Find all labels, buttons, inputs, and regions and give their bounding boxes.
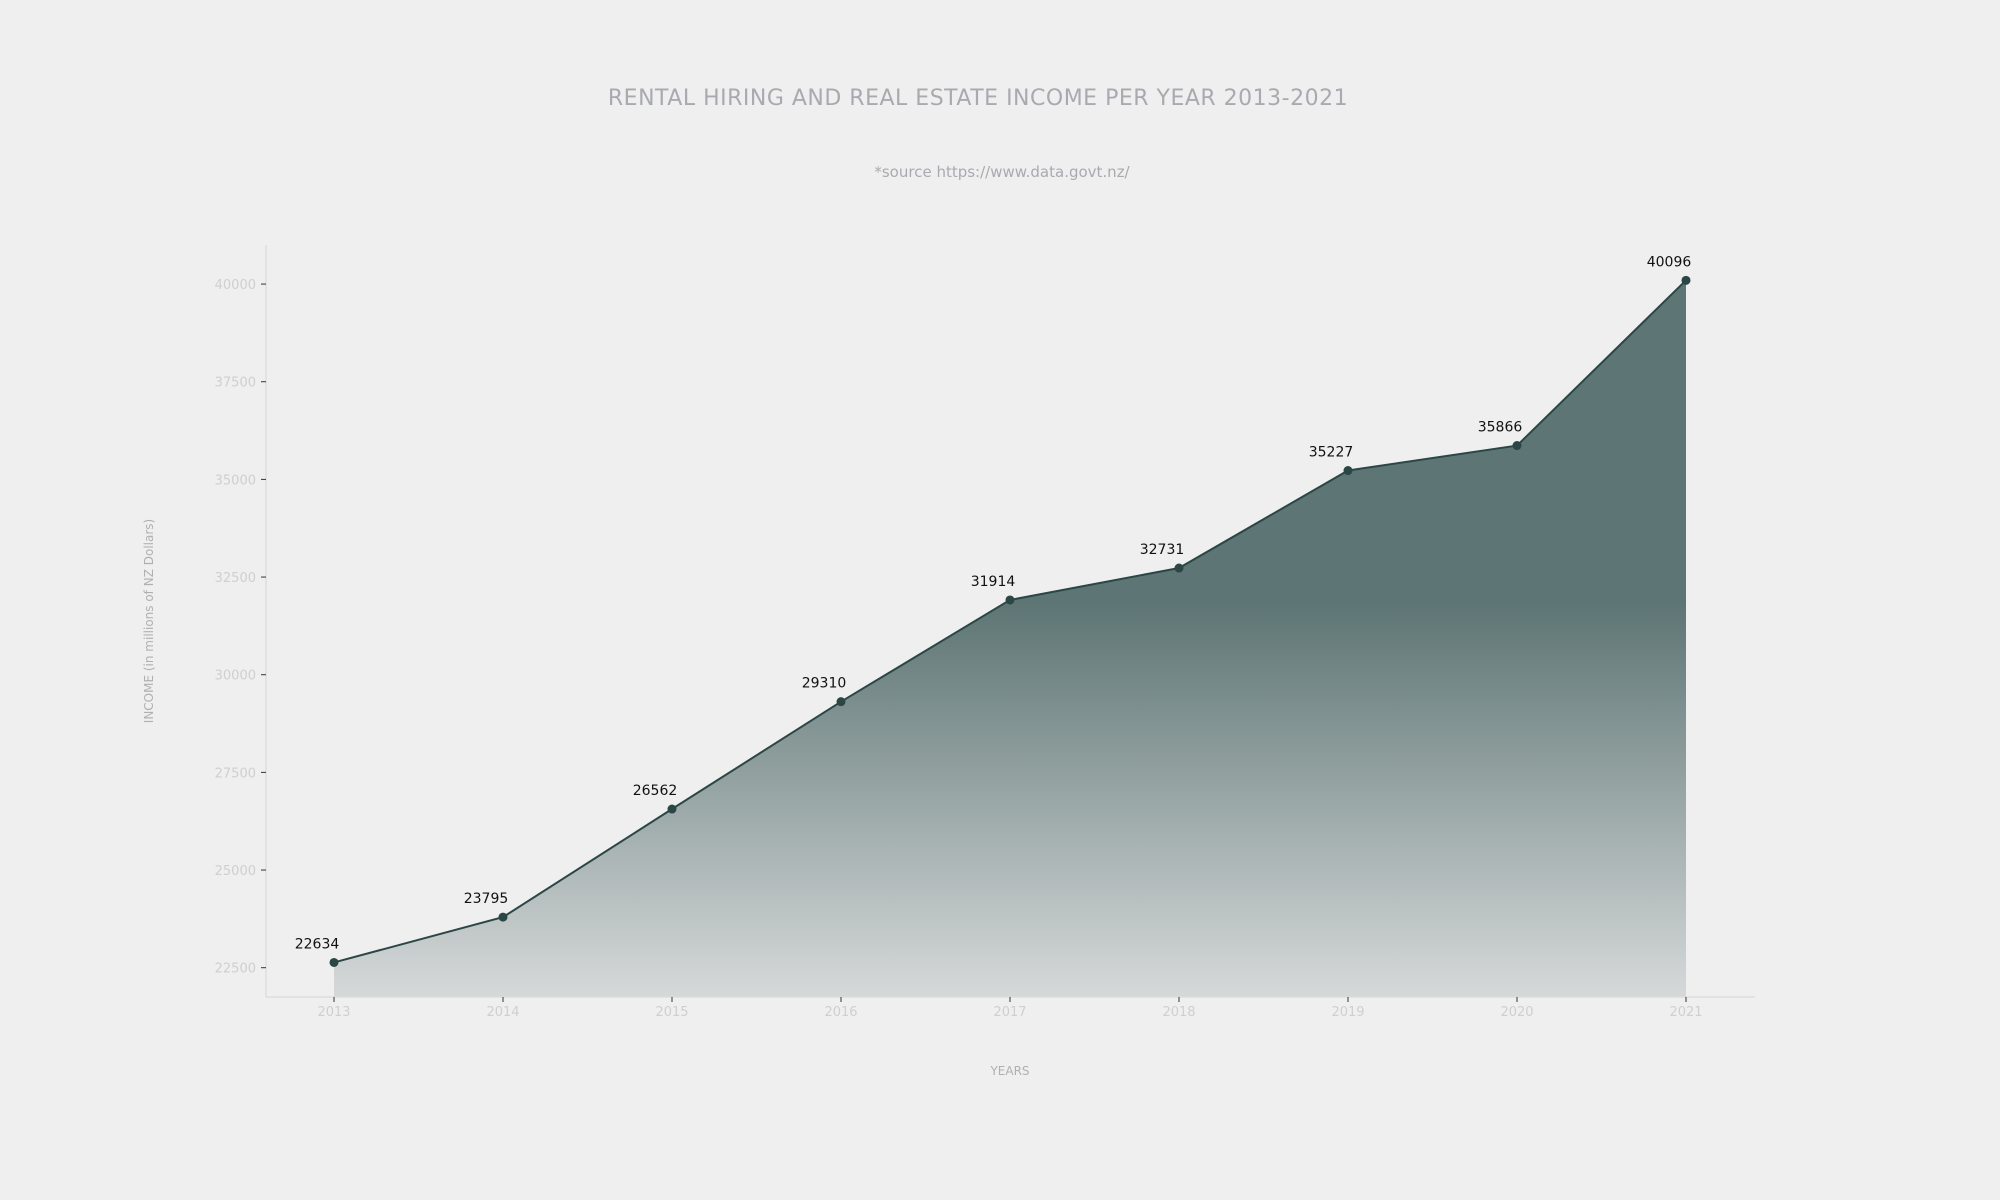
data-label: 40096 bbox=[1647, 254, 1692, 270]
chart-subtitle: *source https://www.data.govt.nz/ bbox=[874, 163, 1130, 181]
data-label: 32731 bbox=[1140, 542, 1185, 558]
y-tick-label: 30000 bbox=[215, 669, 256, 684]
data-point bbox=[329, 957, 339, 967]
x-tick-label: 2019 bbox=[1331, 1005, 1364, 1020]
data-label: 23795 bbox=[464, 891, 509, 907]
y-tick-label: 22500 bbox=[215, 962, 256, 977]
data-point bbox=[1174, 563, 1184, 573]
chart-title: RENTAL HIRING AND REAL ESTATE INCOME PER… bbox=[608, 86, 1348, 111]
data-label: 29310 bbox=[802, 676, 847, 692]
data-point bbox=[1681, 275, 1691, 285]
x-tick-label: 2017 bbox=[993, 1005, 1026, 1020]
data-point bbox=[1005, 595, 1015, 605]
x-tick-label: 2018 bbox=[1162, 1005, 1195, 1020]
data-label: 26562 bbox=[633, 783, 678, 799]
y-tick-label: 25000 bbox=[215, 864, 256, 879]
data-point bbox=[498, 912, 508, 922]
x-tick-label: 2014 bbox=[486, 1005, 519, 1020]
y-tick-label: 32500 bbox=[215, 571, 256, 586]
plot-area: 22500 25000 27500 30000 32500 35000 37500 40000… bbox=[215, 245, 1755, 1020]
data-point bbox=[836, 697, 846, 707]
data-label: 31914 bbox=[971, 574, 1016, 590]
data-point bbox=[1512, 441, 1522, 451]
x-axis-label: YEARS bbox=[989, 1064, 1029, 1078]
y-tick-label: 40000 bbox=[215, 278, 256, 293]
data-label: 35866 bbox=[1478, 420, 1523, 436]
data-point bbox=[1343, 466, 1353, 476]
y-axis-label: INCOME (in millions of NZ Dollars) bbox=[142, 519, 156, 723]
y-tick-label: 35000 bbox=[215, 473, 256, 488]
data-point bbox=[667, 804, 677, 814]
y-tick-label: 37500 bbox=[215, 376, 256, 391]
data-label: 22634 bbox=[295, 936, 340, 952]
data-label: 35227 bbox=[1309, 445, 1354, 461]
x-tick-label: 2021 bbox=[1669, 1005, 1702, 1020]
area-fill bbox=[334, 280, 1686, 997]
x-tick-label: 2013 bbox=[317, 1005, 350, 1020]
x-tick-label: 2016 bbox=[824, 1005, 857, 1020]
y-tick-label: 27500 bbox=[215, 766, 256, 781]
x-tick-label: 2015 bbox=[655, 1005, 688, 1020]
x-tick-label: 2020 bbox=[1500, 1005, 1533, 1020]
